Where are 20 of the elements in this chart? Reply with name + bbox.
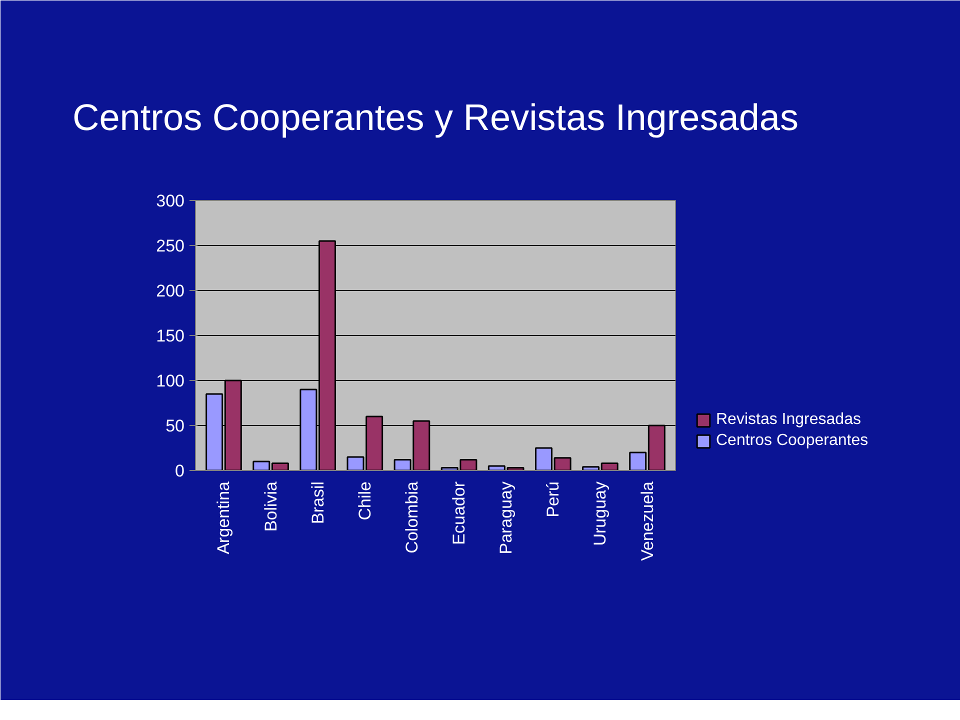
x-tick-label: Brasil — [308, 481, 328, 524]
x-tick-label: Colombia — [402, 480, 422, 554]
x-tick-label: Ecuador — [450, 481, 469, 545]
legend-label: Centros Cooperantes — [716, 432, 868, 450]
x-tick-label: Argentina — [214, 480, 234, 554]
y-tick-label: 250 — [156, 236, 185, 256]
y-tick-label: 100 — [156, 372, 185, 390]
x-tick-label: Bolivia — [261, 480, 280, 532]
x-tick-label: Paraguay — [496, 481, 516, 554]
y-tick-label: 150 — [156, 326, 185, 346]
y-tick-label: 200 — [156, 282, 185, 300]
y-tick-label: 300 — [156, 192, 185, 210]
x-tick-label: Perú — [544, 481, 563, 518]
x-tick-label: Chile — [355, 481, 374, 520]
y-tick-label: 50 — [166, 416, 185, 436]
legend-label: Revistas Ingresadas — [716, 411, 861, 429]
x-tick-label: Uruguay — [590, 481, 610, 546]
chart-title: Centros Cooperantes y Revistas Ingresadas — [72, 97, 798, 138]
y-tick-label: 0 — [175, 462, 185, 480]
x-tick-label: Venezuela — [638, 480, 657, 561]
